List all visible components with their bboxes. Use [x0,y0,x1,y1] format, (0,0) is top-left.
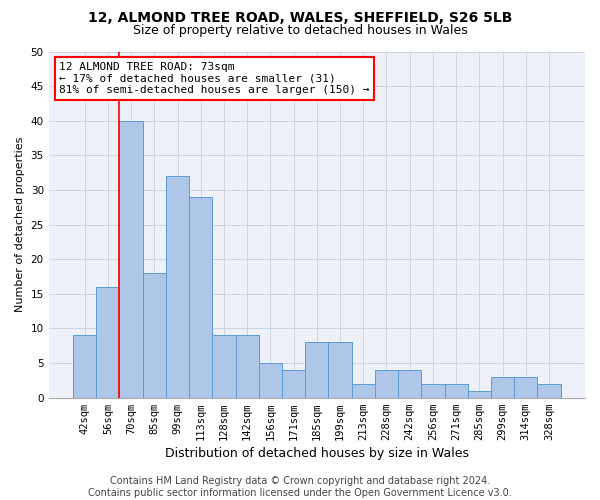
Bar [328,342,352,398]
Bar [305,342,328,398]
Bar [398,370,421,398]
Bar [468,391,491,398]
Bar [445,384,468,398]
Bar [166,176,189,398]
Text: 12 ALMOND TREE ROAD: 73sqm
← 17% of detached houses are smaller (31)
81% of semi: 12 ALMOND TREE ROAD: 73sqm ← 17% of deta… [59,62,370,95]
Text: Contains HM Land Registry data © Crown copyright and database right 2024.
Contai: Contains HM Land Registry data © Crown c… [88,476,512,498]
Bar [352,384,375,398]
Bar [212,336,236,398]
X-axis label: Distribution of detached houses by size in Wales: Distribution of detached houses by size … [165,447,469,460]
Text: 12, ALMOND TREE ROAD, WALES, SHEFFIELD, S26 5LB: 12, ALMOND TREE ROAD, WALES, SHEFFIELD, … [88,11,512,25]
Bar [538,384,560,398]
Bar [189,197,212,398]
Bar [259,363,282,398]
Bar [491,377,514,398]
Bar [143,273,166,398]
Bar [282,370,305,398]
Text: Size of property relative to detached houses in Wales: Size of property relative to detached ho… [133,24,467,37]
Bar [236,336,259,398]
Bar [73,336,96,398]
Bar [375,370,398,398]
Bar [96,287,119,398]
Bar [421,384,445,398]
Bar [119,120,143,398]
Y-axis label: Number of detached properties: Number of detached properties [15,137,25,312]
Bar [514,377,538,398]
